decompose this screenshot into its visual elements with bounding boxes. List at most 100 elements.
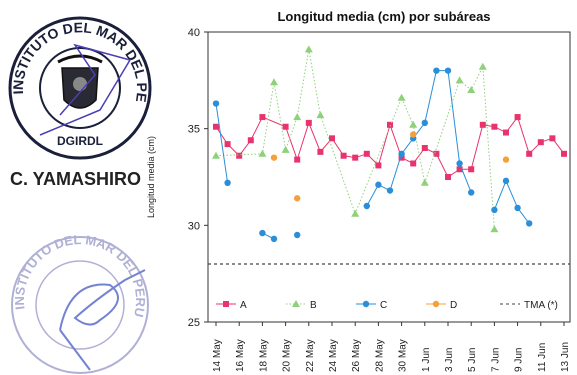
data-point-B	[478, 62, 487, 70]
data-point-B	[258, 149, 267, 157]
data-point-B	[467, 86, 476, 93]
data-point-A	[537, 139, 544, 146]
data-point-A	[479, 121, 486, 128]
data-point-C	[386, 187, 394, 194]
data-point-A	[294, 156, 301, 163]
x-tick-label: 14 May	[212, 339, 223, 372]
x-tick-label: 3 Jun	[444, 348, 455, 372]
data-point-A	[340, 152, 347, 159]
x-tick-label: 1 Jun	[421, 348, 432, 372]
data-point-C	[421, 119, 428, 127]
x-tick-label: 24 May	[328, 339, 339, 372]
signature-scribble	[39, 43, 132, 136]
data-point-C	[456, 160, 463, 167]
data-point-C	[502, 177, 510, 185]
x-tick-label: 13 Jun	[560, 342, 571, 372]
data-point-B	[304, 45, 313, 53]
data-point-A	[421, 145, 428, 151]
data-point-A	[526, 150, 533, 157]
data-point-A	[259, 114, 266, 121]
data-point-A	[224, 141, 231, 148]
data-point-C	[259, 229, 266, 237]
y-tick-label: 40	[188, 27, 200, 39]
data-point-A	[549, 135, 556, 142]
data-point-C	[294, 231, 301, 239]
data-point-C	[526, 220, 533, 227]
data-point-A	[213, 123, 219, 130]
series-line-B	[215, 49, 495, 230]
series-line-C	[366, 70, 472, 207]
data-point-A	[398, 154, 405, 161]
data-point-B	[490, 225, 499, 233]
x-tick-label: 11 Jun	[537, 343, 548, 372]
data-point-C	[433, 67, 440, 74]
data-point-C	[362, 300, 370, 308]
data-point-B	[351, 209, 360, 217]
data-point-A	[363, 150, 370, 157]
legend-label-D: D	[450, 300, 457, 311]
data-point-C	[224, 179, 231, 186]
signature-scribble	[59, 269, 146, 331]
data-point-C	[444, 67, 452, 74]
data-point-A	[433, 150, 440, 157]
signatory-name: C. YAMASHIRO	[10, 169, 141, 189]
x-tick-label: 7 Jun	[490, 348, 501, 372]
data-point-B	[281, 145, 290, 153]
data-point-A	[317, 148, 324, 155]
data-point-B	[292, 300, 300, 307]
data-point-A	[236, 152, 243, 159]
data-point-B	[409, 120, 418, 128]
data-point-B	[420, 178, 429, 186]
data-point-D	[502, 156, 510, 163]
official-stamps: INSTITUTO DEL MAR DEL PERU DGIRDL C. YAM…	[0, 0, 152, 374]
data-point-C	[514, 204, 521, 212]
data-point-A	[503, 129, 509, 136]
data-point-C	[375, 181, 382, 188]
data-point-B	[270, 78, 278, 86]
series-line-C	[215, 103, 229, 183]
data-point-D	[432, 300, 440, 308]
data-point-A	[223, 301, 229, 307]
plot-frame	[207, 31, 571, 323]
data-point-A	[329, 135, 335, 142]
x-tick-label: 9 Jun	[514, 348, 525, 372]
data-point-A	[410, 160, 417, 167]
data-point-A	[282, 123, 289, 130]
data-point-D	[270, 154, 278, 161]
data-point-B	[316, 111, 325, 119]
x-tick-label: 20 May	[282, 339, 293, 372]
data-point-A	[247, 137, 254, 144]
y-tick-label: 35	[188, 124, 200, 136]
data-point-A	[352, 154, 359, 161]
x-tick-label: 26 May	[351, 339, 362, 372]
data-point-A	[445, 174, 451, 180]
data-point-D	[410, 131, 417, 138]
chart-title: Longitud media (cm) por subáreas	[277, 9, 490, 24]
data-point-C	[363, 202, 370, 210]
data-point-A	[387, 121, 393, 128]
data-point-B	[397, 93, 406, 101]
x-tick-label: 16 May	[235, 339, 246, 372]
data-point-C	[212, 100, 220, 107]
data-point-B	[212, 151, 220, 159]
data-point-A	[561, 150, 567, 157]
svg-text:DGIRDL: DGIRDL	[57, 134, 103, 148]
x-tick-label: 28 May	[374, 339, 385, 372]
y-tick-label: 25	[188, 317, 200, 329]
data-point-A	[375, 162, 382, 169]
data-point-D	[294, 195, 301, 202]
x-tick-label: 5 Jun	[467, 348, 478, 372]
data-point-A	[491, 123, 498, 130]
y-tick-label: 30	[188, 220, 200, 232]
x-tick-label: 18 May	[258, 339, 269, 372]
data-point-B	[293, 113, 302, 121]
y-axis-label: Longitud media (cm)	[146, 136, 156, 218]
data-point-A	[514, 114, 521, 121]
data-point-C	[398, 150, 405, 157]
series-line-C	[493, 179, 530, 224]
legend-label-A: A	[240, 300, 247, 311]
data-point-A	[468, 166, 475, 173]
x-tick-label: 30 May	[398, 339, 409, 372]
data-point-C	[270, 235, 278, 243]
